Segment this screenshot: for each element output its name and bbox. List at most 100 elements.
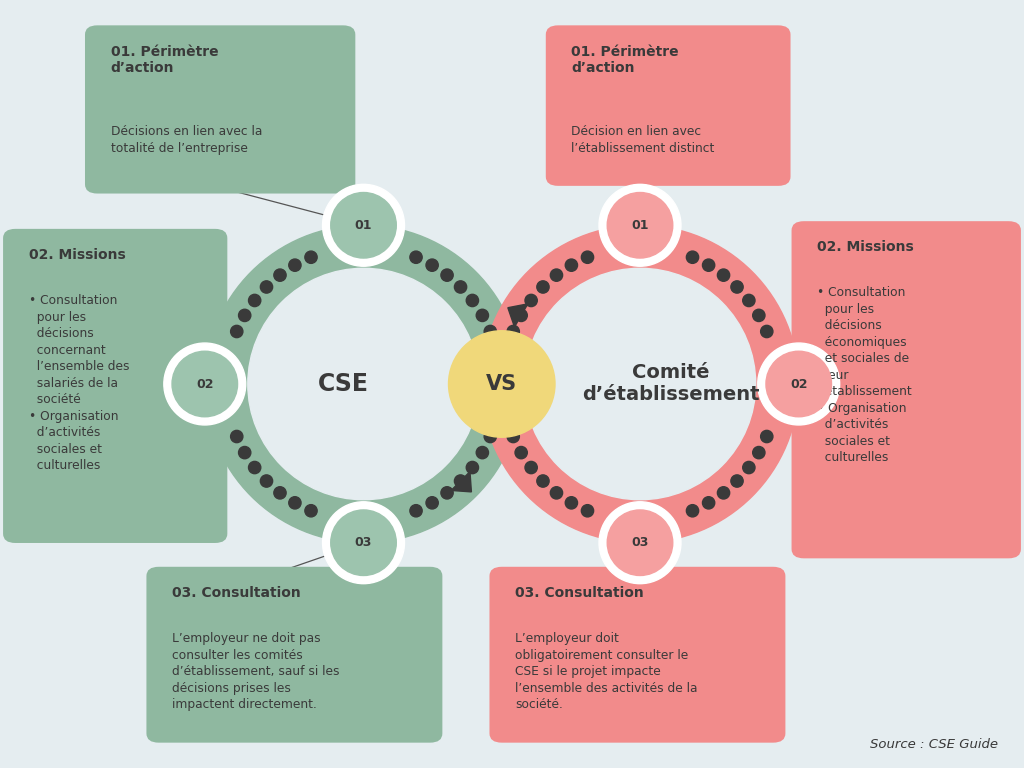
Ellipse shape [305,505,317,517]
Ellipse shape [607,510,673,575]
Ellipse shape [599,502,681,584]
Text: • Consultation
  pour les
  décisions
  concernant
  l’ensemble des
  salariés d: • Consultation pour les décisions concer… [29,294,129,472]
Text: 03: 03 [632,536,648,549]
Ellipse shape [260,281,272,293]
Ellipse shape [441,487,454,499]
Ellipse shape [525,462,538,474]
Ellipse shape [305,251,317,263]
Ellipse shape [205,225,522,543]
Ellipse shape [718,487,730,499]
Ellipse shape [702,497,715,509]
Ellipse shape [323,502,404,584]
Ellipse shape [172,351,238,417]
Ellipse shape [582,251,594,263]
Ellipse shape [742,462,755,474]
Text: • Consultation
  pour les
  décisions
  économiques
  et sociales de
  leur
  ét: • Consultation pour les décisions économ… [817,286,912,465]
Text: Décision en lien avec
l’établissement distinct: Décision en lien avec l’établissement di… [571,125,715,154]
Ellipse shape [524,268,756,500]
Ellipse shape [331,193,396,258]
Ellipse shape [476,446,488,458]
Ellipse shape [498,396,510,408]
Text: L’employeur ne doit pas
consulter les comités
d’établissement, sauf si les
décis: L’employeur ne doit pas consulter les co… [172,632,340,711]
Ellipse shape [164,343,246,425]
Ellipse shape [758,343,840,425]
Ellipse shape [761,326,773,338]
Ellipse shape [239,310,251,322]
Ellipse shape [249,294,261,306]
Text: 03. Consultation: 03. Consultation [172,586,301,600]
Ellipse shape [426,259,438,271]
Ellipse shape [230,430,243,442]
FancyBboxPatch shape [546,25,791,186]
Ellipse shape [507,326,519,338]
Ellipse shape [410,505,422,517]
FancyBboxPatch shape [792,221,1021,558]
FancyBboxPatch shape [489,567,785,743]
Ellipse shape [441,269,454,281]
Ellipse shape [230,326,243,338]
Text: Comité
d’établissement: Comité d’établissement [582,363,760,405]
Text: 02. Missions: 02. Missions [817,240,913,254]
Ellipse shape [449,331,555,437]
Ellipse shape [515,310,527,322]
Ellipse shape [323,184,404,266]
Ellipse shape [484,326,497,338]
Ellipse shape [702,259,715,271]
Ellipse shape [410,251,422,263]
Text: VS: VS [486,374,517,394]
Ellipse shape [289,259,301,271]
Ellipse shape [481,225,799,543]
Ellipse shape [484,430,497,442]
Text: 03. Consultation: 03. Consultation [515,586,644,600]
Text: L’employeur doit
obligatoirement consulter le
CSE si le projet impacte
l’ensembl: L’employeur doit obligatoirement consult… [515,632,697,711]
Ellipse shape [502,343,514,355]
Ellipse shape [273,487,286,499]
Text: Décisions en lien avec la
totalité de l’entreprise: Décisions en lien avec la totalité de l’… [111,125,262,154]
Ellipse shape [260,475,272,487]
Ellipse shape [753,310,765,322]
Ellipse shape [494,396,506,408]
Ellipse shape [497,378,509,390]
Text: 02: 02 [196,378,214,390]
Ellipse shape [537,475,549,487]
Ellipse shape [426,497,438,509]
Text: 02: 02 [790,378,808,390]
Ellipse shape [494,360,506,372]
Ellipse shape [766,351,831,417]
Ellipse shape [455,475,467,487]
Ellipse shape [476,310,488,322]
Ellipse shape [718,269,730,281]
Ellipse shape [565,259,578,271]
Ellipse shape [686,251,698,263]
Ellipse shape [607,193,673,258]
Text: 01: 01 [631,219,649,232]
Ellipse shape [731,475,743,487]
FancyBboxPatch shape [85,25,355,194]
Ellipse shape [289,497,301,509]
Ellipse shape [742,294,755,306]
Ellipse shape [239,446,251,458]
Ellipse shape [550,269,562,281]
Ellipse shape [731,281,743,293]
Ellipse shape [498,360,510,372]
Ellipse shape [331,510,396,575]
Text: 01: 01 [354,219,373,232]
Ellipse shape [249,462,261,474]
Ellipse shape [495,378,507,390]
Ellipse shape [565,497,578,509]
Text: Source : CSE Guide: Source : CSE Guide [870,738,998,751]
Ellipse shape [515,446,527,458]
Ellipse shape [502,413,514,425]
Ellipse shape [466,462,478,474]
Ellipse shape [489,343,502,355]
Polygon shape [452,472,471,492]
Ellipse shape [537,281,549,293]
FancyBboxPatch shape [146,567,442,743]
Ellipse shape [455,281,467,293]
Text: 02. Missions: 02. Missions [29,248,125,262]
Text: 01. Périmètre
d’action: 01. Périmètre d’action [571,45,679,74]
Polygon shape [508,304,527,327]
Ellipse shape [525,294,538,306]
FancyBboxPatch shape [3,229,227,543]
Ellipse shape [686,505,698,517]
